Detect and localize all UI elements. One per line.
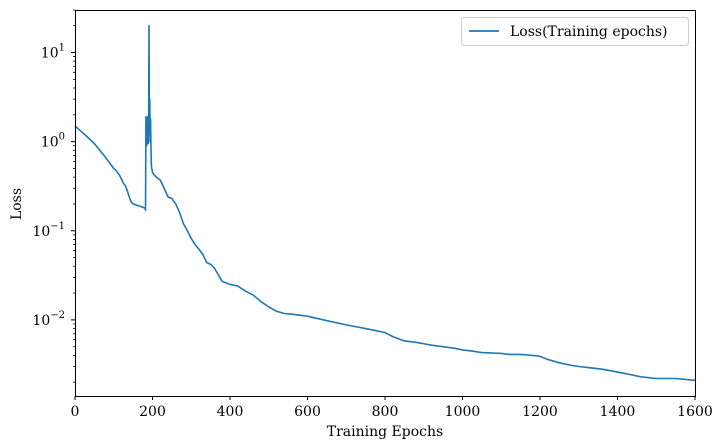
x-axis-label: Training Epochs xyxy=(327,424,443,440)
x-tick-label: 1000 xyxy=(445,404,481,420)
x-tick-label: 800 xyxy=(372,404,399,420)
legend-box xyxy=(461,17,689,46)
x-tick-label: 600 xyxy=(294,404,321,420)
loss-series-line xyxy=(74,24,696,382)
y-tick-label: 10−1 xyxy=(32,221,65,240)
legend-label: Loss(Training epochs) xyxy=(510,24,668,40)
x-tick-label: 0 xyxy=(71,404,80,420)
x-tick-label: 200 xyxy=(139,404,166,420)
x-tick-label: 1200 xyxy=(522,404,558,420)
x-tick-label: 400 xyxy=(217,404,244,420)
y-axis-label: Loss xyxy=(9,188,25,220)
y-tick-label: 101 xyxy=(41,43,65,62)
y-minor-ticks xyxy=(73,9,75,383)
y-axis-ticks: 10−2 10−1 100 101 xyxy=(32,43,75,329)
plot-area-frame xyxy=(75,10,696,397)
x-tick-label: 1400 xyxy=(600,404,636,420)
x-axis-ticks: 0 200 400 600 800 1000 1200 1400 1600 xyxy=(71,396,713,420)
y-tick-label: 10−2 xyxy=(32,310,65,329)
y-tick-label: 100 xyxy=(41,132,65,151)
x-tick-label: 1600 xyxy=(677,404,713,420)
legend: Loss(Training epochs) xyxy=(461,17,689,46)
